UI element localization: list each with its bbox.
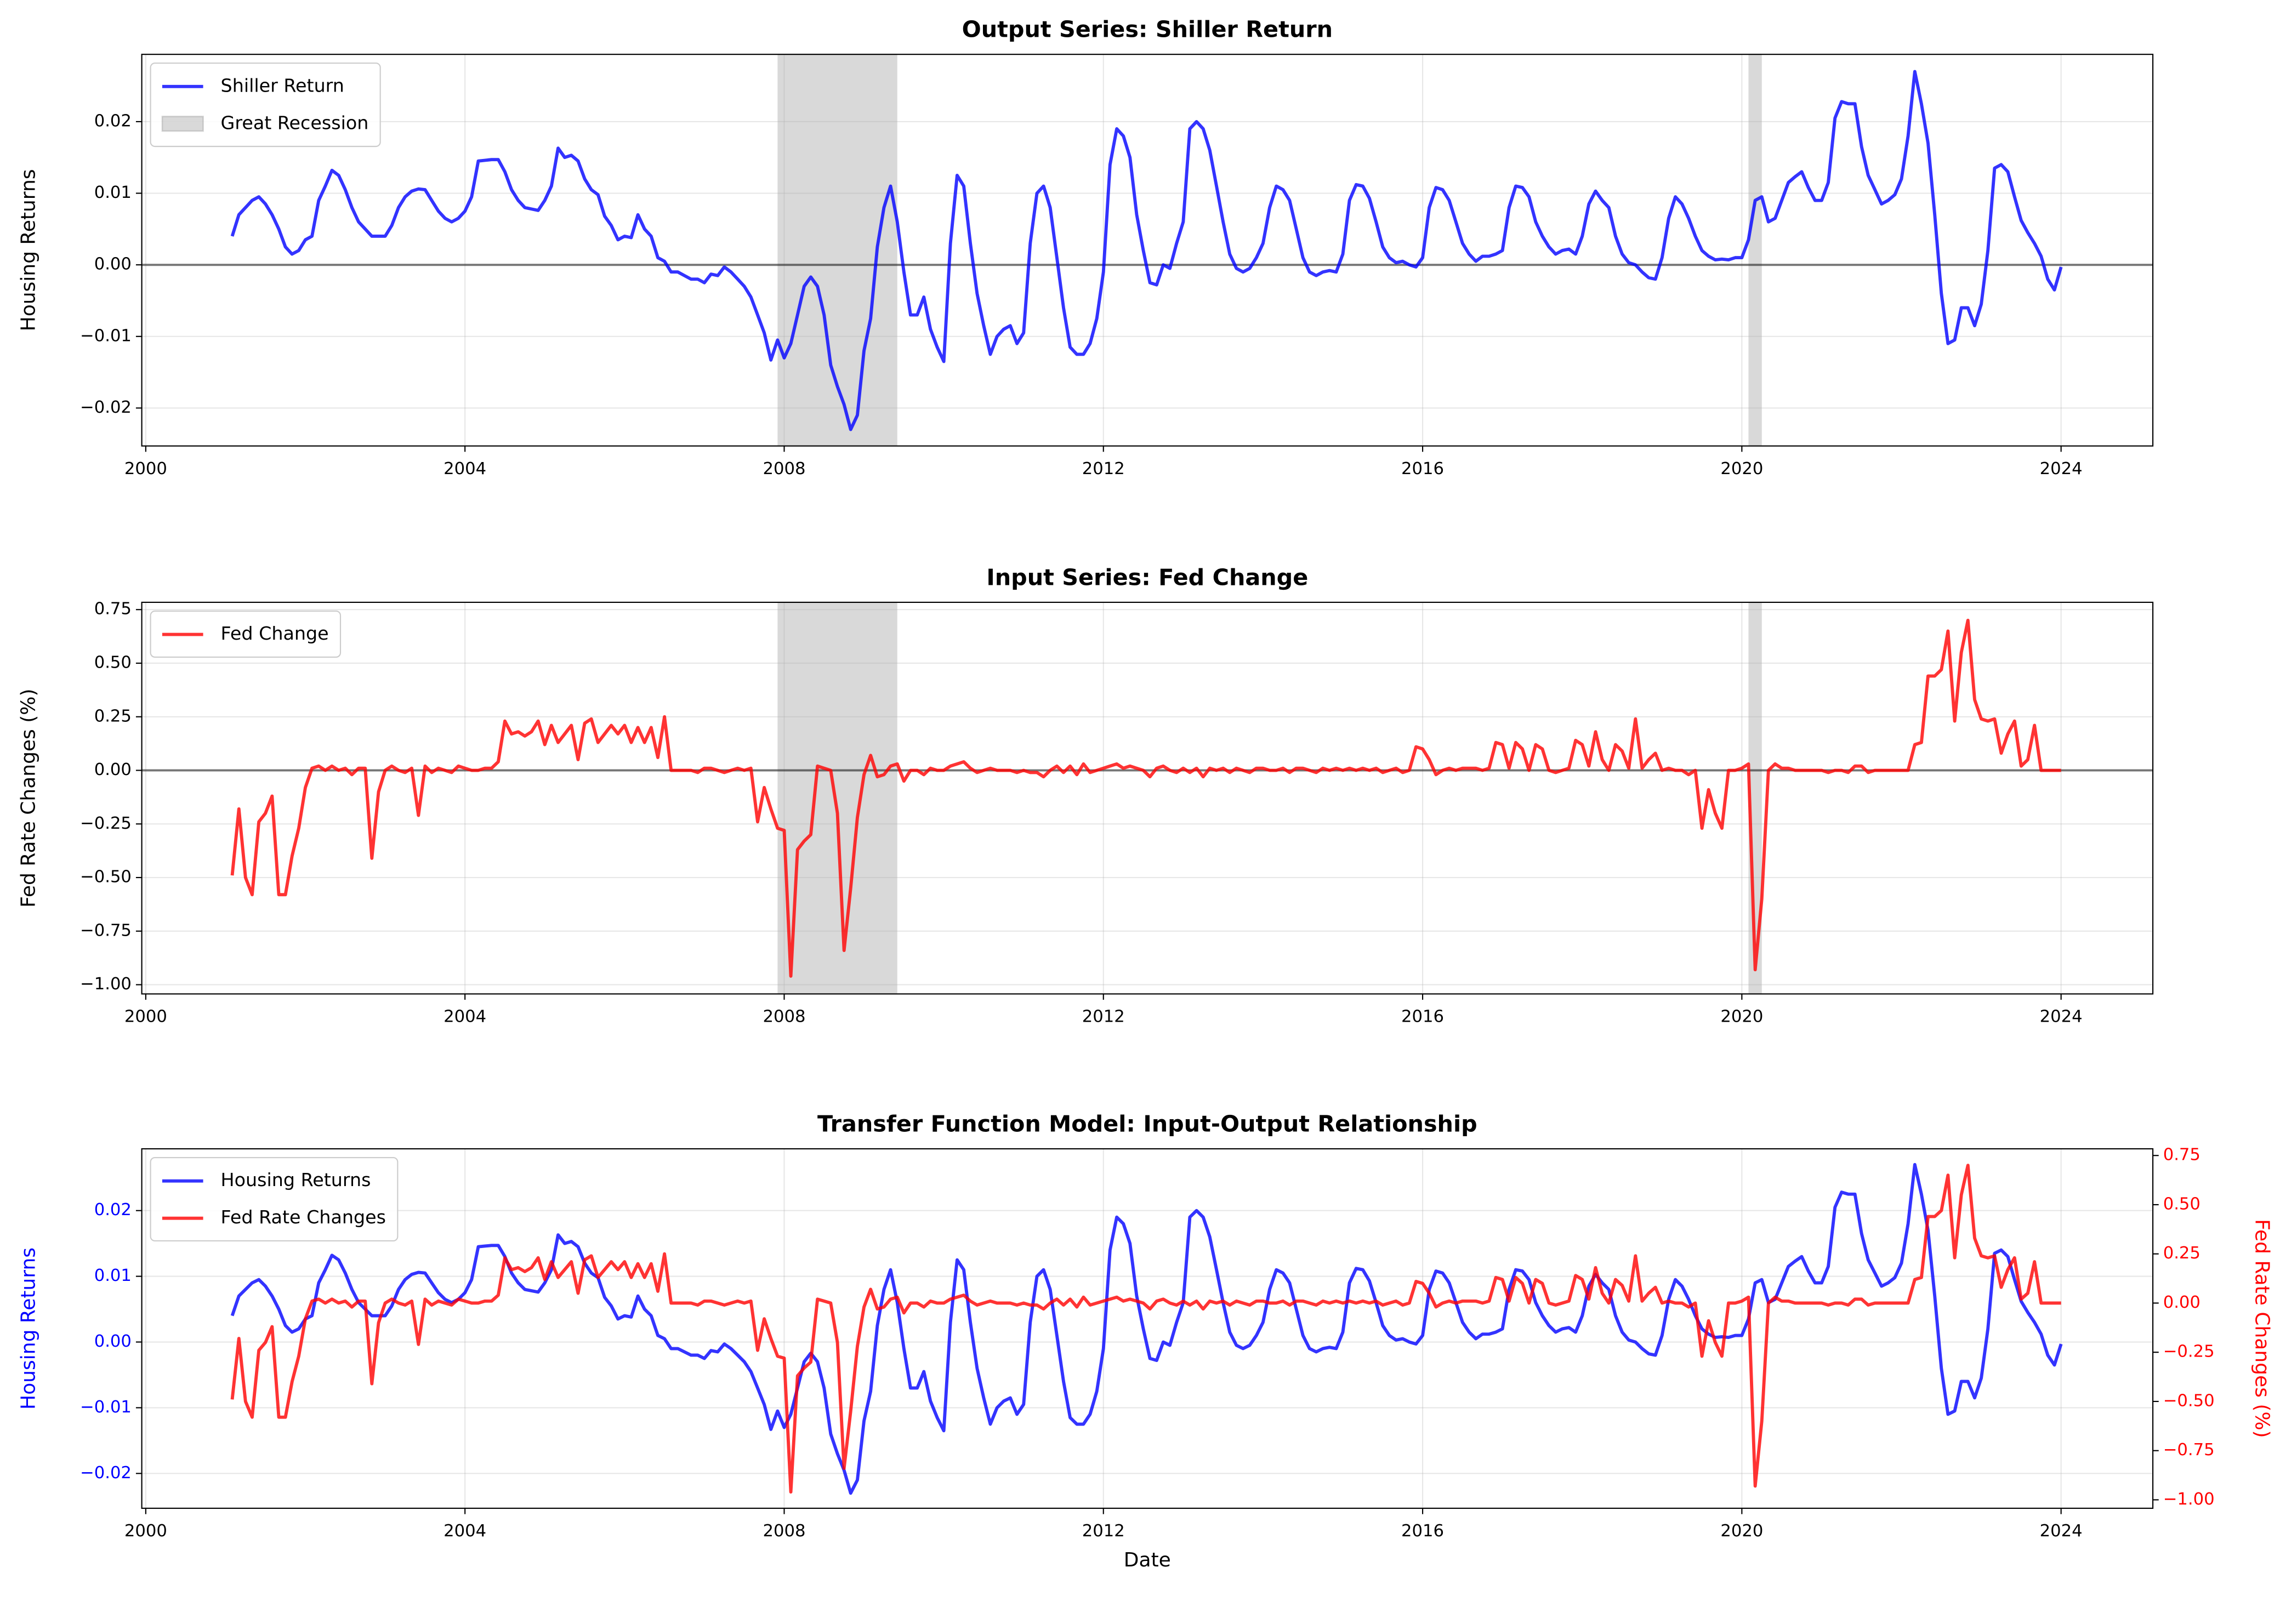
x-tick-label: 2020	[1720, 1007, 1763, 1027]
legend-swatch	[161, 116, 204, 132]
y-axis-label: Fed Rate Changes (%)	[17, 689, 39, 908]
x-tick-label: 2012	[1082, 1522, 1125, 1541]
legend-label: Great Recession	[221, 112, 369, 133]
x-tick-label: 2012	[1082, 1007, 1125, 1027]
shaded-region	[777, 602, 897, 994]
x-tick-label: 2008	[763, 1522, 805, 1541]
y-tick-label: −0.01	[80, 1398, 132, 1417]
y-tick-label: 0.01	[94, 183, 132, 202]
y-tick-label: 0.50	[94, 653, 132, 672]
y2-tick-label: 0.50	[2163, 1194, 2201, 1213]
y-tick-label: 0.01	[94, 1266, 132, 1285]
x-tick-label: 2012	[1082, 459, 1125, 478]
x-tick-label: 2016	[1401, 459, 1444, 478]
y2-tick-label: 0.00	[2163, 1293, 2201, 1312]
y-tick-label: 0.00	[94, 760, 132, 779]
y-axis-label: Housing Returns	[17, 169, 39, 331]
y2-tick-label: −0.25	[2163, 1342, 2215, 1361]
series-line	[230, 70, 2063, 431]
chart-title: Transfer Function Model: Input-Output Re…	[817, 1110, 1477, 1137]
y-tick-label: −0.50	[80, 868, 132, 887]
x-tick-label: 2008	[763, 1007, 805, 1027]
legend: Shiller Return Great Recession	[150, 62, 381, 147]
series-line	[230, 1164, 2061, 1494]
y2-axis-label: Fed Rate Changes (%)	[2250, 1219, 2273, 1438]
legend: Fed Change	[150, 610, 342, 658]
y-tick-label: −0.25	[80, 814, 132, 833]
series-line	[230, 1163, 2063, 1495]
x-tick-label: 2024	[2040, 459, 2083, 478]
shaded-region	[1748, 54, 1762, 446]
x-axis-label: Date	[1124, 1549, 1171, 1571]
panel: 2000 2004 2008 2012 2016 2020 2024 −1.00 −0.75 −0…	[17, 564, 2154, 1027]
x-tick-label: 2000	[124, 1007, 167, 1027]
y-tick-label: −0.01	[80, 326, 132, 345]
y-tick-label: 0.00	[94, 1332, 132, 1351]
legend-label: Fed Rate Changes	[221, 1206, 386, 1228]
legend-label: Housing Returns	[221, 1169, 371, 1190]
legend-box	[150, 62, 381, 147]
x-tick-label: 2004	[444, 1522, 486, 1541]
y2-tick-label: −1.00	[2163, 1490, 2215, 1509]
x-tick-label: 2016	[1401, 1007, 1444, 1027]
y-tick-label: −0.02	[80, 398, 132, 417]
x-tick-label: 2000	[124, 1522, 167, 1541]
x-tick-label: 2020	[1720, 459, 1763, 478]
y-tick-label: 0.02	[94, 1200, 132, 1220]
plot-frame	[141, 54, 2154, 447]
y2-tick-label: −0.75	[2163, 1440, 2215, 1460]
y-tick-label: 0.25	[94, 706, 132, 726]
x-tick-label: 2020	[1720, 1522, 1763, 1541]
panel: 2000 2004 2008 2012 2016 2020 2024 −0.02 −0.01 0.…	[17, 1110, 2273, 1571]
y-tick-label: 0.00	[94, 255, 132, 274]
y-tick-label: −1.00	[80, 975, 132, 994]
y-tick-label: −0.75	[80, 921, 132, 940]
x-tick-label: 2016	[1401, 1522, 1444, 1541]
y-tick-label: 0.02	[94, 111, 132, 130]
legend-label: Shiller Return	[221, 75, 344, 96]
x-tick-label: 2000	[124, 459, 167, 478]
chart-title: Output Series: Shiller Return	[962, 16, 1333, 43]
legend-box	[150, 610, 342, 658]
y2-tick-label: −0.50	[2163, 1391, 2215, 1410]
plot-frame	[141, 601, 2154, 995]
x-tick-label: 2024	[2040, 1007, 2083, 1027]
legend-box	[150, 1156, 399, 1242]
series-line	[230, 618, 2061, 978]
legend: Housing Returns Fed Rate Changes	[150, 1156, 399, 1242]
y2-tick-label: 0.75	[2163, 1146, 2201, 1165]
x-tick-label: 2004	[444, 1007, 486, 1027]
y-axis-label: Housing Returns	[17, 1247, 39, 1410]
panel: 2000 2004 2008 2012 2016 2020 2024 −0.02 −0.01 0.…	[17, 16, 2154, 478]
x-tick-label: 2008	[763, 459, 805, 478]
y2-tick-label: 0.25	[2163, 1244, 2201, 1263]
chart-title: Input Series: Fed Change	[986, 564, 1308, 590]
plot-frame	[141, 1148, 2154, 1509]
y-tick-label: −0.02	[80, 1463, 132, 1483]
x-tick-label: 2024	[2040, 1522, 2083, 1541]
x-tick-label: 2004	[444, 459, 486, 478]
legend-label: Fed Change	[221, 623, 329, 644]
y-tick-label: 0.75	[94, 600, 132, 619]
